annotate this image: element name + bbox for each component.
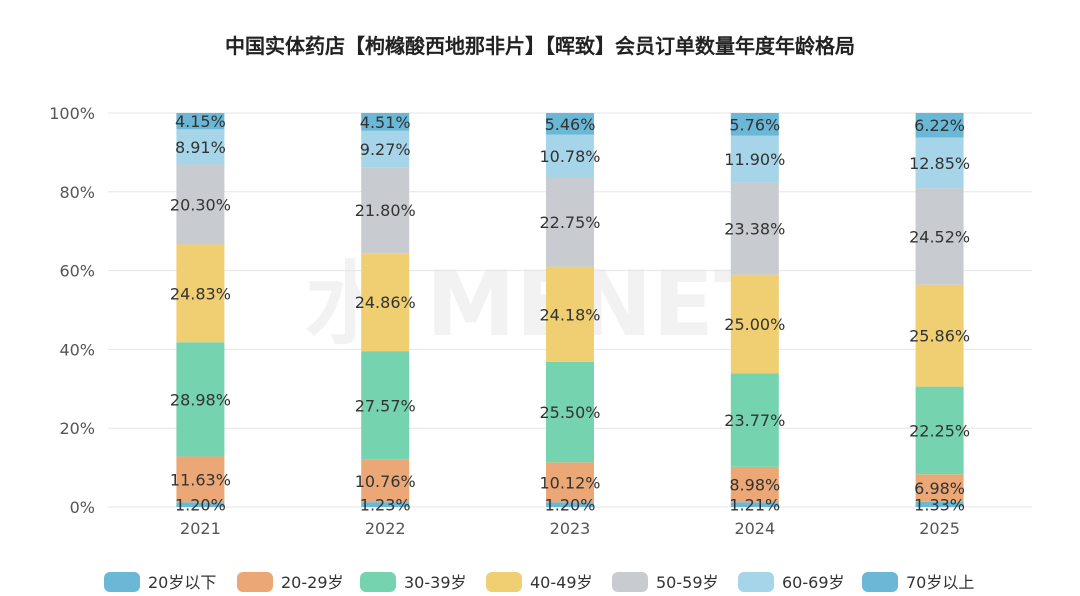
bar-segment bbox=[176, 502, 225, 507]
legend-label: 20-29岁 bbox=[281, 573, 344, 592]
data-label: 1.21% bbox=[729, 496, 780, 515]
data-label: 24.52% bbox=[909, 227, 970, 246]
data-label: 25.00% bbox=[724, 315, 785, 334]
data-label: 10.76% bbox=[355, 472, 416, 491]
data-label: 1.20% bbox=[175, 496, 226, 515]
data-label: 11.63% bbox=[170, 470, 231, 489]
y-tick-label: 20% bbox=[59, 419, 95, 438]
bar-segment bbox=[176, 129, 225, 165]
data-label: 4.51% bbox=[360, 113, 411, 132]
y-tick-label: 100% bbox=[49, 104, 95, 123]
x-tick-label: 2021 bbox=[180, 519, 221, 538]
legend-label: 50-59岁 bbox=[656, 573, 719, 592]
bar-segment bbox=[730, 113, 779, 136]
bar-segment bbox=[546, 502, 594, 507]
bar-segment bbox=[546, 134, 594, 178]
data-label: 20.30% bbox=[170, 195, 231, 214]
x-tick-label: 2025 bbox=[919, 519, 960, 538]
data-label: 6.22% bbox=[914, 116, 965, 135]
bar-segment bbox=[730, 502, 779, 507]
bar-segment bbox=[176, 342, 225, 457]
legend-label: 30-39岁 bbox=[404, 573, 467, 592]
data-label: 24.86% bbox=[355, 293, 416, 312]
data-label: 9.27% bbox=[360, 140, 411, 159]
bar-segment bbox=[546, 361, 594, 463]
y-tick-label: 40% bbox=[59, 340, 95, 359]
bar-segment bbox=[915, 386, 964, 475]
y-tick-label: 80% bbox=[59, 183, 95, 202]
bar-segment bbox=[915, 501, 964, 507]
legend-swatch bbox=[738, 572, 774, 592]
legend-swatch bbox=[237, 572, 273, 592]
data-label: 22.25% bbox=[909, 421, 970, 440]
legend-swatch bbox=[612, 572, 648, 592]
x-tick-label: 2022 bbox=[365, 519, 406, 538]
data-label: 21.80% bbox=[355, 201, 416, 220]
bar-segment bbox=[915, 137, 964, 189]
y-tick-label: 60% bbox=[59, 262, 95, 281]
bar-segment bbox=[361, 502, 410, 507]
data-label: 5.46% bbox=[545, 115, 596, 134]
legend-swatch bbox=[104, 572, 140, 592]
bar-segment bbox=[176, 164, 225, 245]
legend-swatch bbox=[360, 572, 396, 592]
data-label: 24.83% bbox=[170, 284, 231, 303]
data-label: 10.78% bbox=[539, 147, 600, 166]
y-tick-label: 0% bbox=[70, 498, 95, 517]
data-label: 25.50% bbox=[539, 403, 600, 422]
data-label: 27.57% bbox=[355, 396, 416, 415]
data-label: 1.23% bbox=[360, 496, 411, 515]
data-label: 24.18% bbox=[539, 305, 600, 324]
legend-label: 70岁以上 bbox=[906, 573, 974, 592]
bar-segment bbox=[546, 462, 594, 503]
data-label: 25.86% bbox=[909, 327, 970, 346]
bar-segment bbox=[915, 112, 964, 138]
bar-segment bbox=[730, 182, 779, 275]
bar-segment bbox=[361, 351, 410, 460]
data-label: 4.15% bbox=[175, 112, 226, 131]
bar-segment bbox=[361, 459, 410, 503]
data-label: 5.76% bbox=[729, 115, 780, 134]
bar-segment bbox=[361, 130, 410, 168]
bar-segment bbox=[361, 167, 410, 254]
bar-segment bbox=[546, 266, 594, 362]
bar-segment bbox=[546, 113, 594, 135]
x-tick-label: 2023 bbox=[550, 519, 591, 538]
data-label: 11.90% bbox=[724, 150, 785, 169]
bar-segment bbox=[730, 135, 779, 183]
bar-segment bbox=[176, 244, 225, 343]
data-label: 12.85% bbox=[909, 154, 970, 173]
chart-title: 中国实体药店【枸橼酸西地那非片】【晖致】会员订单数量年度年龄格局 bbox=[225, 34, 855, 58]
data-label: 23.77% bbox=[724, 411, 785, 430]
data-label: 1.20% bbox=[545, 496, 596, 515]
data-label: 1.33% bbox=[914, 495, 965, 514]
bar-segment bbox=[361, 253, 410, 352]
data-label: 23.38% bbox=[724, 220, 785, 239]
data-label: 22.75% bbox=[539, 213, 600, 232]
legend-label: 20岁以下 bbox=[148, 573, 216, 592]
legend-label: 40-49岁 bbox=[530, 573, 593, 592]
bar-segment bbox=[176, 113, 225, 130]
bar-segment bbox=[361, 113, 410, 131]
bar-segment bbox=[915, 188, 964, 285]
data-label: 10.12% bbox=[539, 473, 600, 492]
bar-segment bbox=[730, 274, 779, 374]
data-label: 8.91% bbox=[175, 138, 226, 157]
data-label: 28.98% bbox=[170, 390, 231, 409]
legend-label: 60-69岁 bbox=[782, 573, 845, 592]
legend-swatch bbox=[862, 572, 898, 592]
bar-segment bbox=[730, 373, 779, 467]
data-label: 8.98% bbox=[729, 476, 780, 495]
bar-segment bbox=[915, 474, 964, 502]
bar-segment bbox=[546, 177, 594, 267]
legend-swatch bbox=[486, 572, 522, 592]
bar-segment bbox=[730, 466, 779, 503]
bar-segment bbox=[176, 456, 225, 503]
x-tick-label: 2024 bbox=[734, 519, 775, 538]
data-label: 6.98% bbox=[914, 479, 965, 498]
bar-segment bbox=[915, 284, 964, 387]
